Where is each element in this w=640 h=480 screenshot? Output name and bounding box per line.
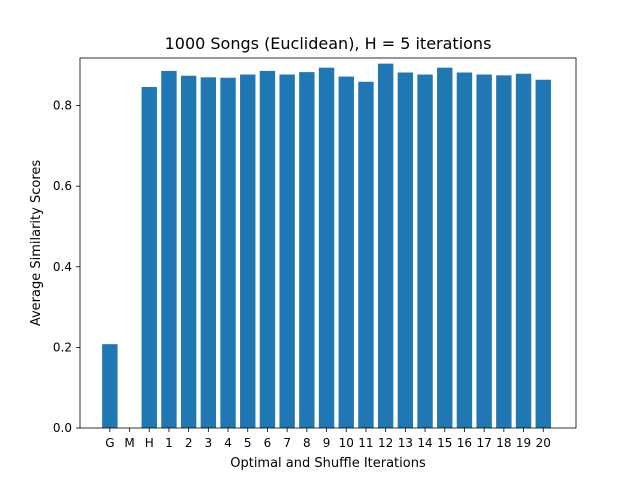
x-tick-label: 2 (185, 436, 193, 450)
x-tick-label: 1 (165, 436, 173, 450)
bar-3 (200, 77, 217, 428)
x-tick-label: 13 (398, 436, 413, 450)
x-tick-label: G (105, 436, 114, 450)
bar-2 (180, 75, 197, 428)
y-axis-ticks: 0.0 0.2 0.4 0.6 0.8 (53, 99, 80, 435)
bar-4 (220, 77, 236, 428)
bar-9 (318, 67, 335, 429)
bar-1 (161, 70, 177, 429)
bar-16 (456, 72, 473, 428)
x-tick-label: 14 (417, 436, 432, 450)
bar-G (102, 344, 118, 428)
bar-6 (259, 70, 276, 429)
x-tick-label: 5 (244, 436, 252, 450)
y-tick-label: 0.8 (53, 99, 72, 113)
bar-13 (397, 72, 414, 428)
x-tick-label: 12 (378, 436, 393, 450)
plot-frame (79, 57, 577, 429)
x-axis-ticks: G M H 1 2 3 4 5 6 7 8 9 10 11 12 13 14 15 16 17 18 19 20 (105, 428, 551, 450)
x-tick-label: 19 (516, 436, 531, 450)
x-tick-label: H (145, 436, 154, 450)
x-tick-label: 4 (224, 436, 232, 450)
bar-11 (358, 81, 374, 428)
x-tick-label: M (124, 436, 134, 450)
bar-14 (417, 74, 433, 428)
bar-H (141, 87, 157, 429)
x-tick-label: 8 (303, 436, 311, 450)
bar-5 (240, 74, 256, 428)
x-tick-label: 10 (339, 436, 354, 450)
bar-17 (476, 74, 492, 428)
bar-18 (496, 75, 512, 428)
x-tick-label: 16 (457, 436, 472, 450)
x-tick-label: 18 (496, 436, 511, 450)
x-tick-label: 11 (358, 436, 373, 450)
x-axis-label: Optimal and Shuffle Iterations (230, 456, 426, 471)
x-tick-label: 17 (477, 436, 492, 450)
y-axis-label: Average Similarity Scores (29, 160, 44, 327)
bar-8 (299, 72, 315, 429)
bar-10 (338, 76, 354, 428)
y-tick-label: 0.0 (53, 421, 72, 435)
x-tick-label: 3 (205, 436, 213, 450)
bar-20 (535, 79, 551, 428)
bar-19 (515, 73, 532, 428)
y-tick-label: 0.4 (53, 260, 72, 274)
y-tick-label: 0.2 (53, 340, 72, 354)
bar-12 (377, 63, 394, 428)
x-tick-label: 9 (323, 436, 331, 450)
x-tick-label: 7 (283, 436, 291, 450)
bars-group (102, 63, 551, 429)
x-tick-label: 15 (437, 436, 452, 450)
x-tick-label: 20 (536, 436, 551, 450)
x-tick-label: 6 (264, 436, 272, 450)
chart-title: 1000 Songs (Euclidean), H = 5 iterations (165, 34, 492, 53)
bar-7 (279, 74, 295, 428)
bar-15 (437, 67, 453, 429)
y-tick-label: 0.6 (53, 179, 72, 193)
